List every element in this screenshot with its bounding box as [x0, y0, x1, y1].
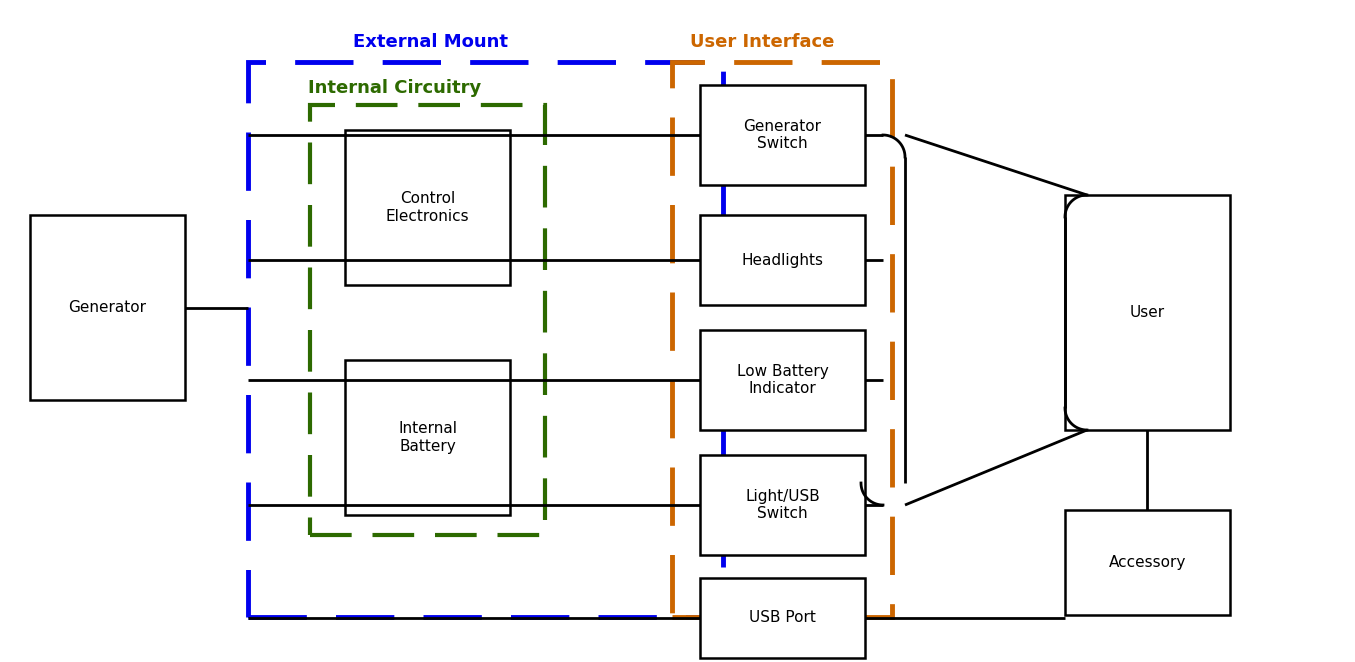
Text: Light/USB
Switch: Light/USB Switch	[745, 489, 820, 521]
Text: Low Battery
Indicator: Low Battery Indicator	[737, 364, 828, 396]
Text: User: User	[1130, 305, 1165, 320]
Text: Headlights: Headlights	[741, 252, 824, 267]
Bar	[701, 330, 864, 430]
Text: Accessory: Accessory	[1108, 555, 1186, 570]
Bar	[1065, 510, 1230, 615]
Bar	[346, 360, 509, 515]
Bar	[310, 105, 545, 535]
Text: User Interface: User Interface	[690, 33, 835, 51]
Bar	[701, 578, 864, 658]
Bar	[672, 62, 892, 617]
Bar	[30, 215, 186, 400]
Text: Generator
Switch: Generator Switch	[744, 118, 821, 151]
Bar	[346, 130, 509, 285]
Text: Control
Electronics: Control Electronics	[386, 191, 469, 224]
Text: USB Port: USB Port	[749, 610, 816, 626]
Bar	[701, 85, 864, 185]
Bar	[701, 215, 864, 305]
Text: External Mount: External Mount	[352, 33, 508, 51]
Bar	[248, 62, 724, 617]
Text: Internal Circuitry: Internal Circuitry	[309, 79, 481, 97]
Text: Generator: Generator	[69, 300, 146, 315]
Bar	[1065, 195, 1230, 430]
Text: Internal
Battery: Internal Battery	[398, 421, 457, 453]
Bar	[701, 455, 864, 555]
